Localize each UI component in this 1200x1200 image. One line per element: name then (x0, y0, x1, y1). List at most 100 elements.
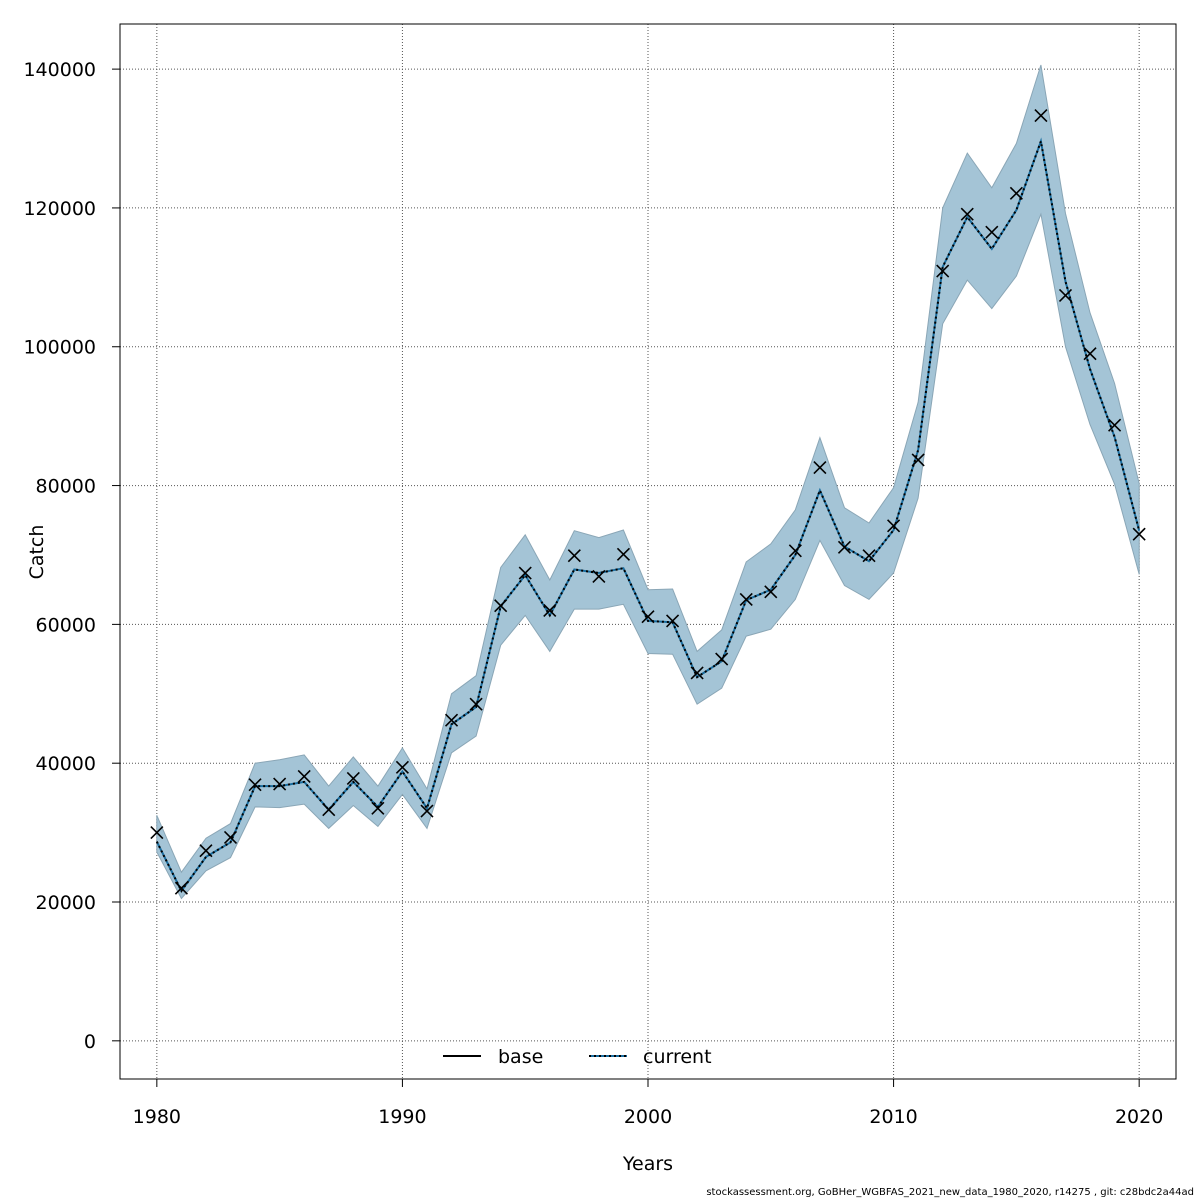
catch-marker-1990 (395, 760, 409, 774)
catch-marker-1983 (223, 830, 238, 845)
legend: base current (443, 1046, 712, 1068)
catch-marker-stroke-b (788, 544, 802, 558)
y-tick-label-120000: 120000 (23, 198, 96, 220)
y-tick-label-60000: 60000 (36, 614, 96, 636)
catch-marker-2005 (764, 585, 778, 599)
catch-marker-2008 (837, 540, 852, 554)
y-tick-label-0: 0 (84, 1031, 96, 1053)
catch-marker-1997 (567, 549, 581, 563)
catch-marker-2013 (960, 207, 974, 221)
catch-marker-2014 (985, 225, 999, 239)
catch-marker-stroke-b (223, 830, 238, 845)
y-tick-label-20000: 20000 (36, 892, 96, 914)
catch-marker-2004 (739, 592, 753, 606)
catch-marker-2019 (1108, 418, 1122, 432)
confidence-band-area (156, 64, 1140, 900)
catch-marker-stroke-b (444, 713, 459, 727)
catch-marker-stroke-b (1034, 109, 1048, 123)
catch-marker-1981 (174, 881, 188, 895)
catch-marker-2001 (665, 614, 680, 628)
catch-marker-stroke-b (985, 225, 999, 239)
y-tick-label-80000: 80000 (36, 476, 96, 498)
catch-marker-stroke-b (592, 569, 606, 584)
catch-marker-stroke-b (199, 844, 213, 858)
catch-marker-1996 (543, 603, 557, 618)
catch-marker-stroke-b (690, 666, 704, 680)
catch-marker-stroke-b (764, 585, 778, 599)
catch-marker-stroke-b (248, 778, 262, 792)
legend-current-label: current (643, 1046, 712, 1068)
catch-marker-1998 (592, 569, 606, 584)
series-line-current (155, 137, 1141, 893)
catch-marker-stroke-b (936, 264, 950, 278)
catch-marker-stroke-b (862, 549, 876, 563)
catch-marker-1980 (150, 826, 164, 840)
catch-marker-1999 (616, 547, 631, 561)
catch-marker-1995 (518, 566, 532, 580)
confidence-band (156, 64, 1140, 900)
x-axis-title: Years (622, 1153, 673, 1175)
catch-marker-stroke-b (1108, 418, 1122, 432)
catch-marker-1987 (322, 803, 336, 817)
catch-marker-2012 (936, 264, 950, 278)
catch-marker-stroke-b (395, 760, 409, 774)
catch-marker-1994 (494, 599, 508, 613)
grid-lines (120, 24, 1176, 1079)
x-axis: 1980 1990 2000 2010 2020 (133, 1078, 1163, 1128)
catch-marker-2000 (641, 610, 655, 624)
catch-marker-stroke-b (837, 540, 852, 554)
catch-marker-1989 (371, 801, 385, 815)
catch-marker-stroke-b (960, 207, 974, 221)
catch-marker-2009 (862, 549, 876, 563)
catch-marker-stroke-b (715, 652, 729, 666)
y-tick-label-40000: 40000 (36, 753, 96, 775)
y-tick-label-100000: 100000 (23, 337, 96, 359)
series-lines (155, 137, 1141, 893)
x-tick-label-1980: 1980 (133, 1106, 181, 1128)
catch-marker-stroke-b (297, 769, 311, 783)
catch-marker-1985 (273, 777, 287, 791)
catch-marker-stroke-b (469, 697, 483, 711)
catch-marker-stroke-b (567, 549, 581, 563)
catch-marker-stroke-b (174, 881, 188, 895)
catch-marker-2002 (690, 666, 704, 680)
observed-catch-markers (150, 109, 1146, 895)
catch-marker-1991 (420, 804, 434, 818)
catch-marker-stroke-b (518, 566, 532, 580)
catch-marker-stroke-b (322, 803, 336, 817)
y-axis: 0 20000 40000 60000 80000 100000 120000 140000 (23, 59, 120, 1053)
y-tick-label-140000: 140000 (23, 59, 96, 81)
catch-marker-stroke-b (371, 801, 385, 815)
catch-marker-stroke-b (641, 610, 655, 624)
catch-marker-stroke-b (1058, 288, 1073, 302)
x-tick-label-2020: 2020 (1115, 1106, 1163, 1128)
x-tick-label-1990: 1990 (378, 1106, 426, 1128)
catch-marker-stroke-b (911, 453, 925, 467)
catch-marker-stroke-b (150, 826, 164, 840)
catch-marker-2016 (1034, 109, 1048, 123)
x-tick-label-2000: 2000 (624, 1106, 672, 1128)
catch-marker-stroke-b (1083, 347, 1097, 361)
catch-marker-1986 (297, 769, 311, 783)
catch-marker-stroke-b (739, 592, 753, 606)
catch-marker-2015 (1009, 186, 1023, 200)
catch-marker-stroke-b (346, 771, 360, 786)
catch-marker-2020 (1132, 527, 1146, 541)
catch-marker-stroke-b (665, 614, 680, 628)
catch-marker-1984 (248, 778, 262, 792)
y-axis-title: Catch (26, 525, 48, 580)
catch-marker-1982 (199, 844, 213, 858)
catch-marker-stroke-b (1009, 186, 1023, 200)
catch-marker-stroke-b (616, 547, 631, 561)
catch-marker-stroke-b (420, 804, 434, 818)
catch-marker-2018 (1083, 347, 1097, 361)
catch-marker-1992 (444, 713, 459, 727)
catch-marker-stroke-b (494, 599, 508, 613)
footer-credit: stockassessment.org, GoBHer_WGBFAS_2021_… (706, 1187, 1194, 1198)
catch-marker-stroke-b (273, 777, 287, 791)
catch-marker-stroke-b (887, 519, 901, 533)
legend-base-label: base (498, 1046, 543, 1068)
catch-marker-1988 (346, 771, 360, 786)
catch-marker-2003 (715, 652, 729, 666)
